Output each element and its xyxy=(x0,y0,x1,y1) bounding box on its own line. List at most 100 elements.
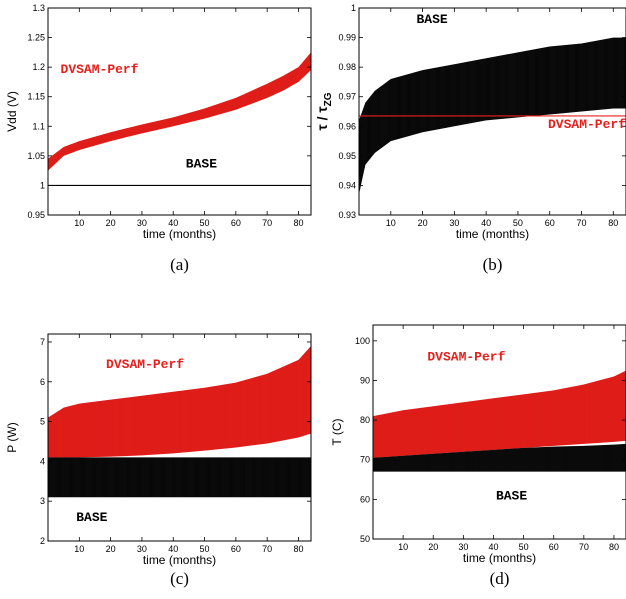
x-tick-label: 40 xyxy=(488,542,498,552)
y-tick-label: 90 xyxy=(360,375,370,385)
panel-d: 10 20 30 40 50 60 70 80 50 60 70 80 90 100 time (month… xyxy=(330,324,626,588)
x-axis-label: time (months) xyxy=(143,227,216,241)
y-axis-label: Vdd (V) xyxy=(5,91,19,132)
x-tick-label: 80 xyxy=(608,218,618,228)
panel-b: 10 20 30 40 50 60 70 80 0.93 0.94 0.95 0.96 0.97 0.98… xyxy=(314,3,626,274)
annotation-dvsam-perf: DVSAM-Perf xyxy=(427,350,505,365)
y-tick-label: 0.93 xyxy=(338,210,356,220)
plot-area xyxy=(373,370,626,472)
y-tick-label: 70 xyxy=(360,455,370,465)
series-oscillation xyxy=(359,37,626,195)
panel-caption: (d) xyxy=(490,569,510,588)
y-axis-label-main: τ / τ xyxy=(314,106,330,131)
y-tick-label: 0.94 xyxy=(338,180,356,190)
series-dvsam-perf xyxy=(373,370,626,458)
series-dvsam-perf xyxy=(48,52,311,171)
x-tick-label: 30 xyxy=(137,218,147,228)
x-tick-label: 30 xyxy=(137,544,147,554)
panel-a: 10 20 30 40 50 60 70 80 0.95 1 1.05 1.1 1.15 1.2 1.25 1… xyxy=(5,3,312,274)
y-tick-label: 80 xyxy=(360,415,370,425)
x-tick-label: 10 xyxy=(386,218,396,228)
x-tick-label: 80 xyxy=(293,544,303,554)
x-tick-label: 10 xyxy=(398,542,408,552)
x-tick-label: 70 xyxy=(262,218,272,228)
series-oscillation xyxy=(48,52,311,171)
x-axis-label: time (months) xyxy=(463,551,536,565)
axes-frame xyxy=(47,333,312,542)
x-axis-label: time (months) xyxy=(456,227,529,241)
series-oscillation xyxy=(373,443,626,472)
y-tick-label: 0.98 xyxy=(338,62,356,72)
y-tick-label: 1.2 xyxy=(32,62,45,72)
series-base xyxy=(373,443,626,472)
y-tick-label: 0.99 xyxy=(338,33,356,43)
annotation-dvsam-perf: DVSAM-Perf xyxy=(548,117,626,132)
plot-area xyxy=(359,37,626,195)
x-tick-label: 60 xyxy=(545,218,555,228)
x-tick-label: 80 xyxy=(609,542,619,552)
x-tick-label: 20 xyxy=(418,218,428,228)
x-tick-label: 20 xyxy=(428,542,438,552)
x-tick-label: 50 xyxy=(200,218,210,228)
y-tick-label: 1.3 xyxy=(32,3,45,13)
x-tick-label: 80 xyxy=(293,218,303,228)
x-tick-label: 10 xyxy=(74,544,84,554)
y-tick-label: 2 xyxy=(40,536,45,546)
x-tick-label: 60 xyxy=(231,544,241,554)
y-tick-label: 1.25 xyxy=(27,33,45,43)
y-tick-label: 6 xyxy=(40,377,45,387)
panel-caption: (c) xyxy=(170,569,189,588)
y-tick-label: 1 xyxy=(40,180,45,190)
x-tick-label: 20 xyxy=(106,544,116,554)
annotation-base: BASE xyxy=(416,12,447,27)
x-tick-label: 60 xyxy=(549,542,559,552)
x-tick-label: 30 xyxy=(458,542,468,552)
series-base xyxy=(48,457,311,498)
panel-caption: (a) xyxy=(170,255,189,274)
series-oscillation xyxy=(48,345,311,458)
plot-area xyxy=(48,52,311,187)
series-oscillation xyxy=(373,370,626,458)
y-axis-label: τ / τZG xyxy=(314,92,334,130)
x-tick-label: 50 xyxy=(513,218,523,228)
y-tick-label: 0.96 xyxy=(338,121,356,131)
x-tick-label: 40 xyxy=(168,544,178,554)
annotation-dvsam-perf: DVSAM-Perf xyxy=(106,357,184,372)
y-tick-label: 0.95 xyxy=(27,210,45,220)
y-tick-label: 50 xyxy=(360,534,370,544)
y-axis-label: P (W) xyxy=(5,422,19,452)
annotation-dvsam-perf: DVSAM-Perf xyxy=(61,62,139,77)
x-tick-label: 10 xyxy=(74,218,84,228)
y-tick-label: 1.15 xyxy=(27,92,45,102)
x-tick-label: 30 xyxy=(449,218,459,228)
plot-area xyxy=(48,345,311,498)
annotation-base: BASE xyxy=(186,157,217,172)
y-tick-label: 4 xyxy=(40,456,45,466)
x-tick-label: 70 xyxy=(262,544,272,554)
panel-c: 10 20 30 40 50 60 70 80 2 3 4 5 6 7 time (months) P (W)… xyxy=(5,333,312,588)
y-tick-label: 1.1 xyxy=(32,121,45,131)
x-tick-label: 50 xyxy=(200,544,210,554)
y-tick-label: 100 xyxy=(355,336,370,346)
series-oscillation xyxy=(48,457,311,498)
axes-frame xyxy=(358,7,626,216)
y-tick-label: 0.97 xyxy=(338,92,356,102)
y-axis-label-subscript: ZG xyxy=(323,92,334,106)
axes-frame xyxy=(47,7,312,216)
x-tick-label: 60 xyxy=(231,218,241,228)
y-axis-label: T (C) xyxy=(330,418,344,445)
annotation-base: BASE xyxy=(496,488,527,503)
x-tick-label: 40 xyxy=(168,218,178,228)
y-tick-label: 60 xyxy=(360,494,370,504)
y-tick-label: 1.05 xyxy=(27,151,45,161)
axes-frame xyxy=(372,324,626,540)
y-tick-label: 0.95 xyxy=(338,151,356,161)
panel-caption: (b) xyxy=(483,255,503,274)
y-tick-label: 5 xyxy=(40,417,45,427)
y-tick-label: 7 xyxy=(40,337,45,347)
x-tick-label: 20 xyxy=(106,218,116,228)
y-tick-label: 1 xyxy=(351,3,356,13)
x-tick-label: 40 xyxy=(481,218,491,228)
annotation-base: BASE xyxy=(76,510,107,525)
